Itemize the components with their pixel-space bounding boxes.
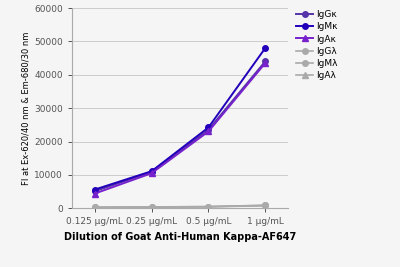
X-axis label: Dilution of Goat Anti-Human Kappa-AF647: Dilution of Goat Anti-Human Kappa-AF647 [64,232,296,242]
Line: IgGλ: IgGλ [92,202,268,210]
IgGκ [149,170,154,174]
IgAκ [263,61,268,65]
Line: IgGκ: IgGκ [92,59,268,194]
IgGλ [206,205,211,208]
IgGκ [206,128,211,131]
IgMκ [149,170,154,173]
Line: IgMκ: IgMκ [92,45,268,192]
IgMλ [149,205,154,209]
IgGλ [263,204,268,207]
IgMκ [263,46,268,50]
IgGλ [149,205,154,209]
IgGκ [92,190,97,193]
Line: IgAλ: IgAλ [92,203,268,210]
IgAλ [206,205,211,209]
Line: IgMλ: IgMλ [92,203,268,210]
IgGλ [92,206,97,209]
IgAκ [149,172,154,175]
IgMλ [92,206,97,209]
IgAλ [263,204,268,207]
IgAλ [149,206,154,209]
IgAκ [92,192,97,195]
IgMκ [206,126,211,129]
IgAκ [206,130,211,133]
IgAλ [92,206,97,209]
Legend: IgGκ, IgMκ, IgAκ, IgGλ, IgMλ, IgAλ: IgGκ, IgMκ, IgAκ, IgGλ, IgMλ, IgAλ [295,9,340,82]
IgMλ [263,204,268,207]
Line: IgAκ: IgAκ [92,60,268,196]
IgGκ [263,60,268,63]
IgMλ [206,205,211,208]
Y-axis label: FI at Ex-620/40 nm & Em-680/30 nm: FI at Ex-620/40 nm & Em-680/30 nm [21,32,30,185]
IgMκ [92,188,97,191]
